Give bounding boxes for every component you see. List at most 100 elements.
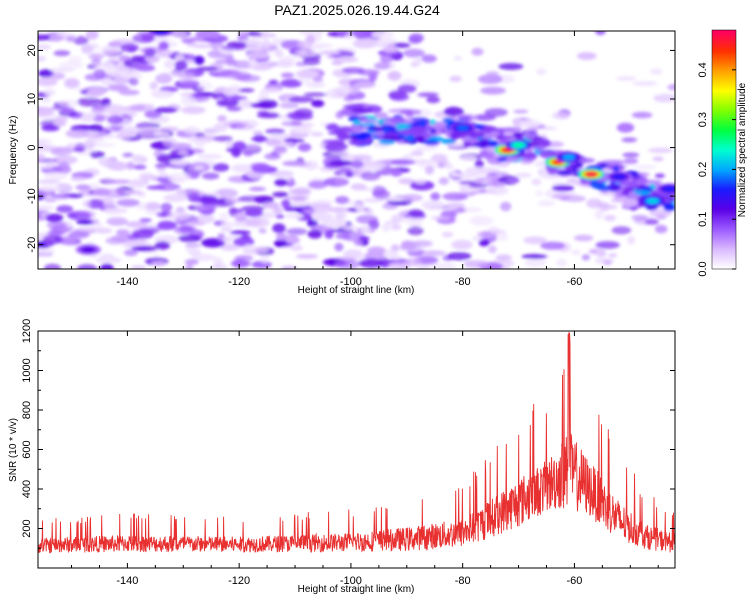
heatmap-cell	[100, 263, 114, 269]
figure-title: PAZ1.2025.026.19.44.G24	[274, 2, 440, 18]
heatmap-cell	[390, 244, 400, 252]
heatmap-cell	[258, 228, 267, 234]
heatmap-cell	[389, 116, 406, 124]
heatmap-cell	[155, 73, 173, 84]
heatmap-cell	[107, 179, 134, 184]
heatmap-cell	[384, 220, 399, 225]
heatmap-cell	[58, 99, 79, 108]
heatmap-cell	[91, 142, 116, 148]
heatmap-cell	[578, 157, 595, 164]
heatmap-cell	[103, 209, 124, 215]
heatmap-cell	[81, 44, 93, 54]
heatmap-cell	[335, 178, 346, 186]
heatmap-cell	[343, 249, 363, 259]
heatmap-cell	[248, 186, 267, 192]
heatmap-peak	[613, 174, 625, 180]
heatmap-cell	[262, 39, 271, 50]
heatmap-cell	[661, 202, 674, 207]
heatmap-cell	[118, 89, 140, 96]
colorbar-swatch	[712, 233, 736, 236]
colorbar-swatch	[712, 163, 736, 167]
heatmap-cell	[482, 125, 493, 134]
heatmap-cell	[264, 153, 281, 160]
heatmap-cell	[42, 234, 62, 245]
heatmap-cell	[167, 211, 190, 222]
heatmap-cell	[274, 239, 287, 248]
heatmap-cell	[177, 234, 202, 243]
heatmap-cell	[443, 107, 464, 117]
heatmap-cell	[303, 92, 327, 97]
colorbar-swatch	[712, 65, 736, 69]
heatmap-cell	[319, 50, 341, 56]
colorbar-swatch	[712, 83, 736, 87]
heatmap-cell	[373, 38, 398, 43]
heatmap-cell	[310, 132, 324, 137]
heatmap-cell	[191, 139, 212, 144]
heatmap-cell	[218, 212, 229, 222]
colorbar-swatch	[712, 189, 736, 192]
heatmap-cell	[100, 45, 120, 55]
heatmap-cell	[297, 143, 312, 152]
heatmap-cell	[513, 109, 529, 114]
heatmap-cell	[299, 48, 318, 57]
colorbar-label: Normalized spectral amplitude	[737, 82, 748, 217]
heatmap-cell	[431, 263, 457, 269]
heatmap-cell	[38, 186, 62, 192]
heatmap-cell	[216, 99, 239, 107]
heatmap-cell	[38, 69, 54, 78]
heatmap-cell	[325, 123, 340, 131]
x-tick-label: -120	[228, 276, 250, 288]
heatmap-cell	[573, 234, 594, 242]
heatmap-cell	[304, 160, 319, 171]
colorbar-swatch	[712, 231, 736, 234]
colorbar-swatch	[712, 255, 736, 258]
heatmap-cell	[387, 70, 402, 81]
heatmap-cell	[45, 160, 62, 167]
heatmap-cell	[60, 235, 76, 245]
heatmap-cell	[269, 170, 294, 177]
heatmap-cell	[288, 188, 311, 196]
heatmap-cell	[116, 229, 130, 237]
heatmap-cell	[92, 103, 105, 110]
heatmap-cell	[413, 57, 422, 66]
heatmap-cell	[93, 115, 106, 122]
heatmap-cell	[342, 224, 358, 231]
x-tick-label: -100	[340, 276, 362, 288]
heatmap-cell	[307, 180, 328, 189]
heatmap-cell	[417, 92, 439, 98]
heatmap-cell	[533, 136, 540, 142]
x-tick-label: -140	[116, 575, 138, 587]
colorbar-swatch	[712, 247, 736, 250]
colorbar-swatch	[712, 121, 736, 125]
colorbar-swatch	[712, 159, 736, 163]
heatmap-cell	[281, 120, 302, 127]
heatmap-cell	[571, 249, 581, 256]
heatmap-cell	[489, 229, 507, 234]
heatmap-cell	[613, 165, 620, 172]
heatmap-cell	[246, 217, 270, 228]
heatmap-cell	[100, 78, 114, 86]
heatmap-cell	[471, 47, 484, 56]
heatmap-cell	[281, 265, 298, 269]
heatmap-cell	[285, 234, 299, 244]
heatmap-cell	[358, 236, 370, 242]
heatmap-cell	[278, 58, 295, 68]
heatmap-cell	[464, 259, 490, 269]
colorbar-swatch	[712, 225, 736, 228]
colorbar-tick-label: 0.1	[697, 212, 709, 227]
heatmap-cell	[632, 164, 658, 170]
colorbar-swatch	[712, 55, 736, 59]
heatmap-cell	[421, 200, 445, 211]
heatmap-cell	[372, 189, 391, 200]
heatmap-cell	[371, 31, 395, 39]
colorbar-swatch	[712, 75, 736, 79]
heatmap-cell	[72, 147, 85, 152]
heatmap-cell	[598, 204, 618, 210]
colorbar-swatch	[712, 133, 736, 137]
heatmap-cell	[379, 54, 394, 63]
colorbar-swatch	[712, 217, 736, 220]
heatmap-cell	[594, 209, 604, 220]
colorbar-swatch	[712, 183, 736, 186]
colorbar-tick-label: 0.3	[697, 112, 709, 127]
y-tick-label: -20	[26, 237, 38, 253]
